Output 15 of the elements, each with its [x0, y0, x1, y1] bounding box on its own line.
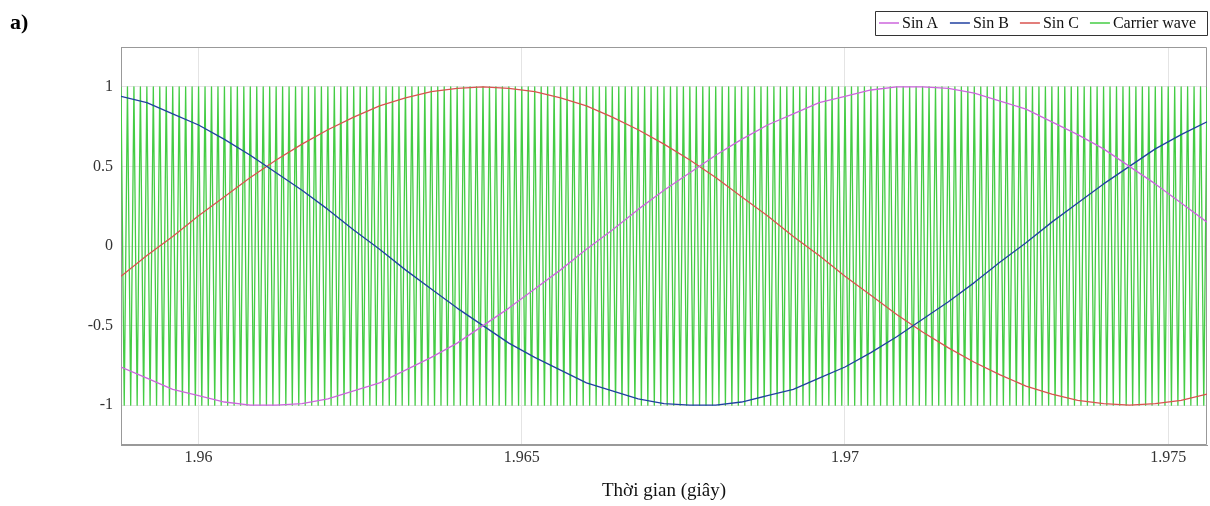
- x-tick-label: 1.96: [184, 447, 213, 465]
- y-tick-label: 1: [105, 77, 113, 94]
- y-tick-label: -1: [99, 395, 113, 413]
- text: a): [10, 8, 29, 34]
- y-tick-label: 0.5: [93, 156, 113, 174]
- x-tick-label: 1.97: [831, 447, 859, 465]
- legend-label: Sin C: [1042, 14, 1079, 32]
- y-tick-label: 0: [105, 236, 113, 254]
- legend-label: Carrier wave: [1112, 14, 1196, 32]
- x-tick-label: 1.975: [1150, 447, 1187, 465]
- x-tick-label: 1.965: [503, 447, 540, 465]
- legend-label: Sin A: [902, 14, 939, 32]
- y-tick-label: -0.5: [87, 315, 113, 333]
- legend-label: Sin B: [972, 14, 1009, 32]
- x-axis-title: Thời gian (giây): [601, 478, 727, 501]
